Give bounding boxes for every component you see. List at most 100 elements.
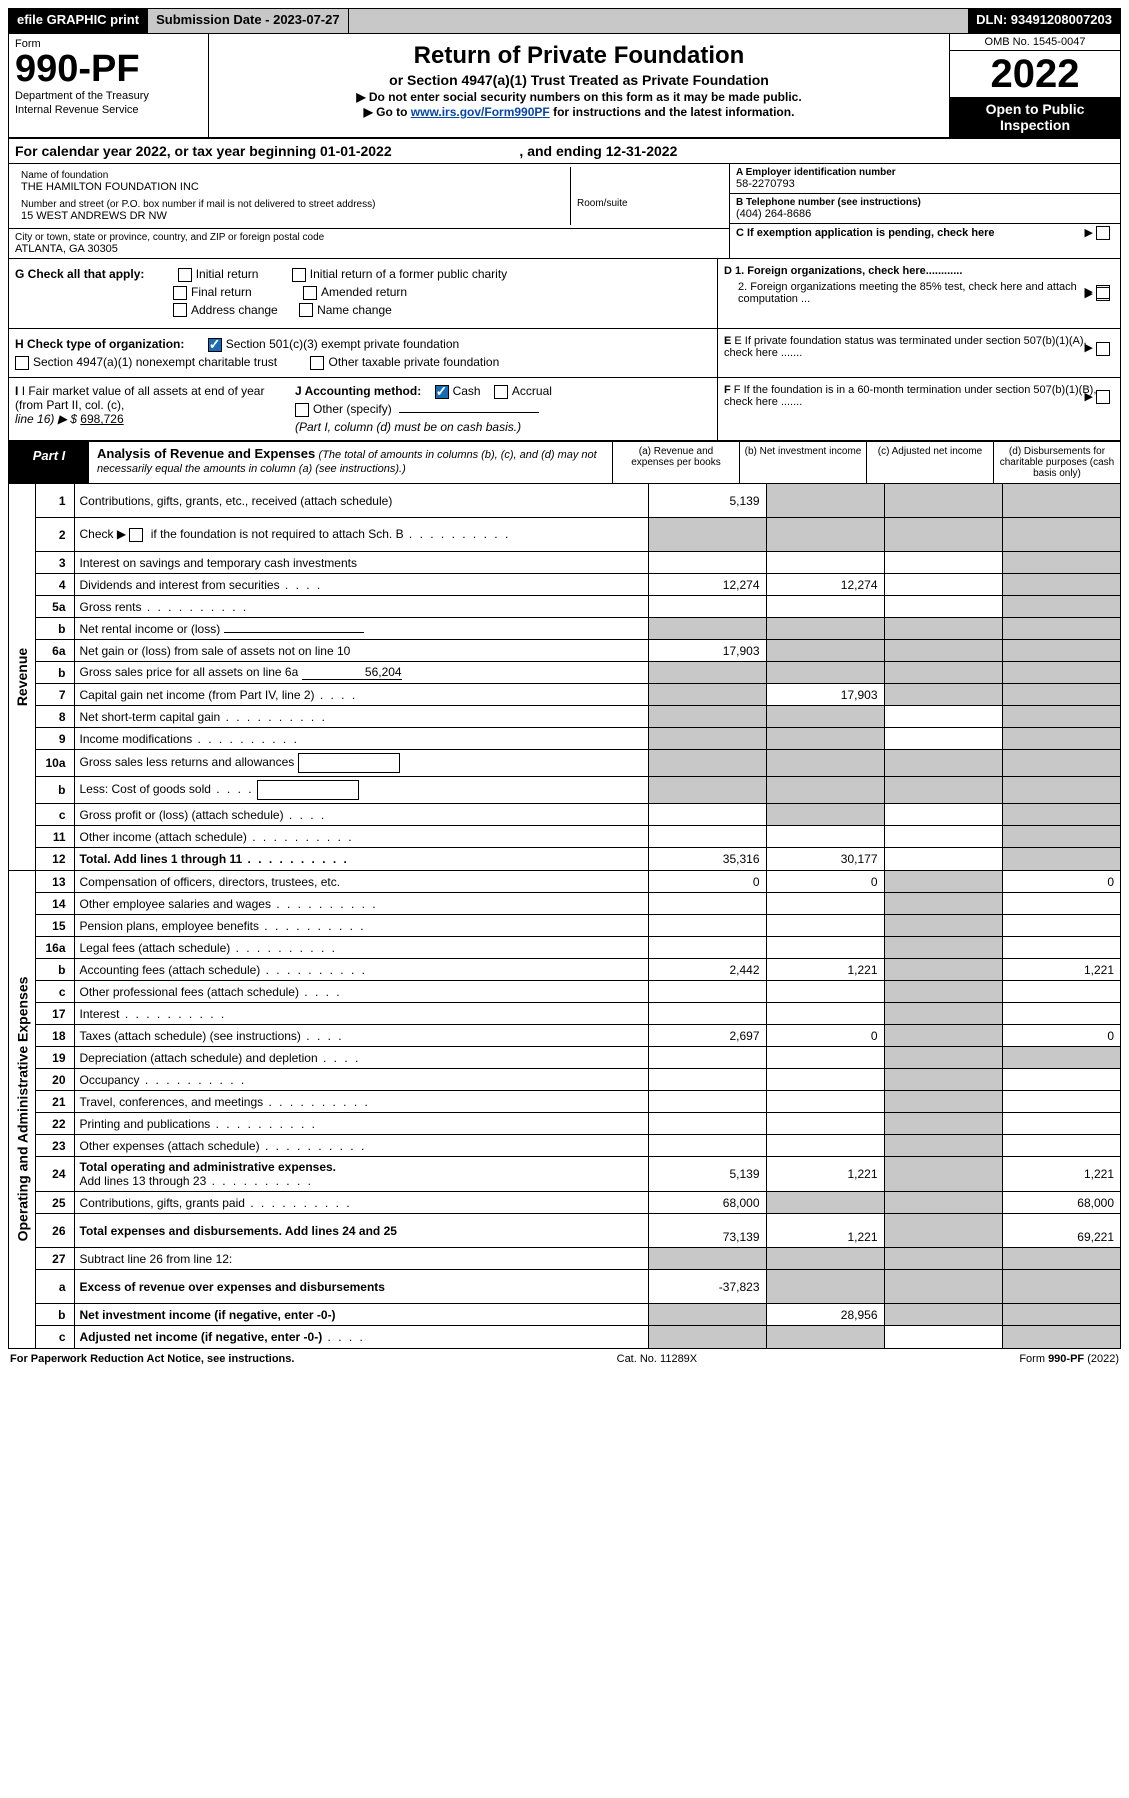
e-checkbox[interactable] bbox=[1096, 342, 1110, 356]
j-cash-checkbox[interactable] bbox=[435, 385, 449, 399]
table-row: 25Contributions, gifts, grants paid68,00… bbox=[36, 1192, 1120, 1214]
table-row: 18Taxes (attach schedule) (see instructi… bbox=[36, 1025, 1120, 1047]
g-addr-checkbox[interactable] bbox=[173, 303, 187, 317]
table-row: 1Contributions, gifts, grants, etc., rec… bbox=[36, 484, 1120, 518]
dln-label: DLN: 93491208007203 bbox=[968, 9, 1120, 33]
table-row: bGross sales price for all assets on lin… bbox=[36, 662, 1120, 684]
ein-value: 58-2270793 bbox=[736, 178, 1114, 190]
name-value: THE HAMILTON FOUNDATION INC bbox=[21, 181, 564, 193]
dept-treasury: Department of the Treasury bbox=[15, 90, 202, 102]
g-amended: Amended return bbox=[321, 285, 407, 299]
j-other-checkbox[interactable] bbox=[295, 403, 309, 417]
table-row: 16aLegal fees (attach schedule) bbox=[36, 937, 1120, 959]
table-row: 14Other employee salaries and wages bbox=[36, 893, 1120, 915]
j-other: Other (specify) bbox=[313, 402, 392, 416]
g-name-checkbox[interactable] bbox=[299, 303, 313, 317]
table-row: 3Interest on savings and temporary cash … bbox=[36, 552, 1120, 574]
d2-checkbox[interactable] bbox=[1096, 285, 1110, 299]
c-checkbox[interactable] bbox=[1096, 226, 1110, 240]
schb-checkbox[interactable] bbox=[129, 528, 143, 542]
g-row: G Check all that apply: Initial return I… bbox=[8, 259, 1121, 329]
h-501c3: Section 501(c)(3) exempt private foundat… bbox=[226, 337, 459, 351]
col-d-head: (d) Disbursements for charitable purpose… bbox=[994, 442, 1120, 483]
table-row: 21Travel, conferences, and meetings bbox=[36, 1091, 1120, 1113]
table-row: cAdjusted net income (if negative, enter… bbox=[36, 1326, 1120, 1348]
table-row: 23Other expenses (attach schedule) bbox=[36, 1135, 1120, 1157]
info-right: A Employer identification number 58-2270… bbox=[729, 164, 1120, 258]
table-row: aExcess of revenue over expenses and dis… bbox=[36, 1270, 1120, 1304]
name-cell: Name of foundation THE HAMILTON FOUNDATI… bbox=[15, 167, 571, 225]
e-label: E If private foundation status was termi… bbox=[724, 335, 1087, 359]
part1-header: Part I Analysis of Revenue and Expenses … bbox=[8, 442, 1121, 484]
g-final-checkbox[interactable] bbox=[173, 286, 187, 300]
table-row: cOther professional fees (attach schedul… bbox=[36, 981, 1120, 1003]
phone-cell: B Telephone number (see instructions) (4… bbox=[730, 194, 1120, 224]
g-initial-former-checkbox[interactable] bbox=[292, 268, 306, 282]
h-4947-checkbox[interactable] bbox=[15, 356, 29, 370]
col-c-head: (c) Adjusted net income bbox=[867, 442, 994, 483]
table-row: 27Subtract line 26 from line 12: bbox=[36, 1248, 1120, 1270]
ein-cell: A Employer identification number 58-2270… bbox=[730, 164, 1120, 194]
line2-pre: ▶ Go to bbox=[364, 105, 411, 119]
f-label: F If the foundation is in a 60-month ter… bbox=[724, 384, 1096, 408]
name-label: Name of foundation bbox=[21, 170, 564, 181]
open-line2: Inspection bbox=[1000, 117, 1070, 133]
j-label: J Accounting method: bbox=[295, 384, 421, 398]
d-cell: D 1. Foreign organizations, check here..… bbox=[717, 259, 1120, 328]
omb-number: OMB No. 1545-0047 bbox=[950, 34, 1120, 51]
header-line1: ▶ Do not enter social security numbers o… bbox=[215, 90, 943, 104]
j-accrual-checkbox[interactable] bbox=[494, 385, 508, 399]
room-label: Room/suite bbox=[577, 198, 717, 209]
g-amended-checkbox[interactable] bbox=[303, 286, 317, 300]
open-public: Open to Public Inspection bbox=[950, 97, 1120, 137]
table-row: 9Income modifications bbox=[36, 728, 1120, 750]
revenue-section: Revenue 1Contributions, gifts, grants, e… bbox=[8, 484, 1121, 871]
g-label: G Check all that apply: bbox=[15, 267, 144, 281]
addr-value: 15 WEST ANDREWS DR NW bbox=[21, 210, 564, 222]
table-row: bNet investment income (if negative, ent… bbox=[36, 1304, 1120, 1326]
d2-label: 2. Foreign organizations meeting the 85%… bbox=[738, 281, 1077, 305]
city-value: ATLANTA, GA 30305 bbox=[15, 243, 723, 255]
col-a-head: (a) Revenue and expenses per books bbox=[613, 442, 740, 483]
g-initial-checkbox[interactable] bbox=[178, 268, 192, 282]
h-501c3-checkbox[interactable] bbox=[208, 338, 222, 352]
addr-label: Number and street (or P.O. box number if… bbox=[21, 199, 564, 210]
table-row: cGross profit or (loss) (attach schedule… bbox=[36, 804, 1120, 826]
j-cash: Cash bbox=[453, 384, 481, 398]
table-row: 17Interest bbox=[36, 1003, 1120, 1025]
table-row: 15Pension plans, employee benefits bbox=[36, 915, 1120, 937]
topbar-spacer bbox=[349, 9, 969, 33]
table-row: 24Total operating and administrative exp… bbox=[36, 1157, 1120, 1192]
f-checkbox[interactable] bbox=[1096, 390, 1110, 404]
page-footer: For Paperwork Reduction Act Notice, see … bbox=[8, 1349, 1121, 1369]
ein-label: A Employer identification number bbox=[736, 167, 1114, 178]
table-row: 20Occupancy bbox=[36, 1069, 1120, 1091]
r10b-box[interactable] bbox=[257, 780, 359, 800]
e-cell: E E If private foundation status was ter… bbox=[717, 329, 1120, 377]
h-4947: Section 4947(a)(1) nonexempt charitable … bbox=[33, 355, 277, 369]
part1-title-cell: Analysis of Revenue and Expenses (The to… bbox=[89, 442, 613, 483]
name-row: Name of foundation THE HAMILTON FOUNDATI… bbox=[9, 164, 729, 229]
footer-right: Form 990-PF (2022) bbox=[1019, 1353, 1119, 1365]
h-row: H Check type of organization: Section 50… bbox=[8, 329, 1121, 378]
g-initial: Initial return bbox=[196, 267, 259, 281]
calyear-a: For calendar year 2022, or tax year begi… bbox=[15, 143, 392, 159]
r10a-box[interactable] bbox=[298, 753, 400, 773]
table-row: 5aGross rents bbox=[36, 596, 1120, 618]
irs-link[interactable]: www.irs.gov/Form990PF bbox=[411, 105, 550, 119]
footer-mid: Cat. No. 11289X bbox=[617, 1353, 698, 1365]
j-note: (Part I, column (d) must be on cash basi… bbox=[295, 420, 711, 434]
header-center: Return of Private Foundation or Section … bbox=[209, 34, 949, 137]
open-line1: Open to Public bbox=[986, 101, 1085, 117]
info-grid: Name of foundation THE HAMILTON FOUNDATI… bbox=[8, 164, 1121, 259]
revenue-text: Revenue bbox=[14, 648, 30, 706]
dept-irs: Internal Revenue Service bbox=[15, 104, 202, 116]
part1-label: Part I bbox=[9, 442, 89, 483]
g-name: Name change bbox=[317, 303, 392, 317]
table-row: bNet rental income or (loss) bbox=[36, 618, 1120, 640]
table-row: 22Printing and publications bbox=[36, 1113, 1120, 1135]
table-row: 8Net short-term capital gain bbox=[36, 706, 1120, 728]
h-other-checkbox[interactable] bbox=[310, 356, 324, 370]
i-label: I Fair market value of all assets at end… bbox=[15, 384, 264, 412]
expenses-section: Operating and Administrative Expenses 13… bbox=[8, 871, 1121, 1349]
